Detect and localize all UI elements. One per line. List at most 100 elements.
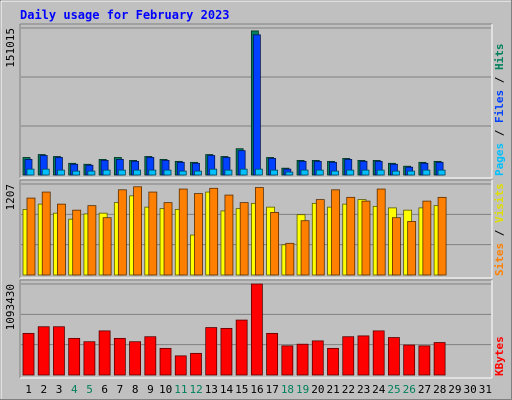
day-label-3: 3 [56, 383, 63, 396]
day-label-21: 21 [327, 383, 340, 396]
panel-kbytes-max-label: 1093430 [4, 284, 17, 330]
bar-kbytes-kbytes-day-25 [388, 337, 400, 376]
bar-visits-sites-day-23 [361, 200, 371, 276]
bar-kbytes-kbytes-day-10 [159, 347, 172, 376]
day-label-12: 12 [189, 383, 202, 396]
bar-kbytes-kbytes-day-20 [311, 340, 324, 376]
bar-kbytes-kbytes-day-23 [357, 335, 370, 376]
bar-kbytes-kbytes-day-9 [144, 336, 157, 376]
day-label-14: 14 [220, 383, 234, 396]
bar-visits-sites-day-13 [209, 187, 219, 276]
day-label-15: 15 [235, 383, 248, 396]
day-label-18: 18 [281, 383, 294, 396]
day-label-31: 31 [479, 383, 492, 396]
bar-kbytes-kbytes-day-12 [190, 352, 202, 376]
chart-panels: 151015 Pages / Files / Hits 1207 Sites / Vi… [4, 23, 506, 379]
bar-hits-pages-day-14 [224, 169, 233, 176]
bar-visits-sites-day-4 [72, 209, 82, 276]
day-label-23: 23 [357, 383, 370, 396]
bar-kbytes-kbytes-day-19 [296, 343, 309, 376]
bar-kbytes-kbytes-day-14 [220, 327, 233, 376]
bar-hits-pages-day-1 [26, 168, 35, 176]
day-label-30: 30 [464, 383, 477, 396]
bar-visits-sites-day-1 [26, 197, 36, 276]
panel-visits-max-label: 1207 [4, 184, 17, 211]
bar-hits-pages-day-15 [239, 168, 248, 176]
bar-kbytes-kbytes-day-3 [53, 326, 65, 376]
legend-entry: / [493, 123, 506, 143]
bar-kbytes-kbytes-day-16 [250, 283, 263, 376]
day-label-17: 17 [266, 383, 279, 396]
panel-hits-legend: Pages / Files / Hits [493, 44, 506, 177]
bar-visits-sites-day-25 [392, 217, 401, 276]
bar-kbytes-kbytes-day-27 [418, 345, 431, 376]
bar-visits-sites-day-20 [315, 199, 325, 276]
day-label-26: 26 [403, 383, 416, 396]
bar-hits-pages-day-18 [285, 171, 294, 176]
bar-hits-pages-day-19 [300, 169, 309, 176]
bar-visits-sites-day-15 [239, 202, 249, 276]
bar-visits-sites-day-16 [254, 187, 264, 276]
bar-hits-pages-day-27 [422, 169, 431, 176]
bar-hits-pages-day-6 [102, 169, 111, 176]
panel-kbytes: 1093430 KBytes [4, 279, 506, 379]
bar-visits-sites-day-7 [117, 189, 127, 276]
panel-hits-max-label: 151015 [4, 28, 17, 68]
day-label-4: 4 [71, 383, 78, 396]
bar-hits-pages-day-12 [194, 170, 202, 176]
bar-visits-sites-day-5 [87, 205, 97, 276]
bar-kbytes-kbytes-day-28 [433, 342, 446, 376]
day-label-22: 22 [342, 383, 355, 396]
day-label-27: 27 [418, 383, 431, 396]
panel-kbytes-legend: KBytes [493, 336, 506, 376]
legend-entry: / [493, 70, 506, 90]
bar-visits-sites-day-24 [376, 188, 386, 276]
bar-visits-sites-day-3 [57, 203, 66, 276]
bar-visits-sites-day-8 [133, 186, 142, 276]
bar-visits-sites-day-19 [300, 220, 310, 276]
day-label-19: 19 [296, 383, 309, 396]
day-label-7: 7 [117, 383, 124, 396]
bar-hits-pages-day-16 [254, 168, 263, 176]
bar-visits-sites-day-12 [194, 193, 203, 276]
chart-title: Daily usage for February 2023 [20, 8, 230, 22]
bar-visits-sites-day-17 [270, 212, 280, 276]
bar-hits-pages-day-21 [331, 170, 339, 176]
legend-entry: Sites [493, 243, 506, 276]
bar-hits-pages-day-4 [72, 170, 81, 176]
bar-hits-files-day-16 [252, 34, 261, 176]
bar-hits-pages-day-7 [117, 169, 126, 176]
bar-kbytes-kbytes-day-7 [113, 337, 126, 376]
panel-visits: 1207 Sites / Visits [4, 179, 506, 279]
bar-hits-pages-day-5 [87, 170, 96, 176]
bar-kbytes-kbytes-day-22 [342, 336, 355, 376]
bar-hits-pages-day-28 [437, 169, 446, 176]
bar-visits-sites-day-28 [437, 196, 447, 276]
day-label-9: 9 [147, 383, 154, 396]
legend-entry: Files [493, 90, 506, 123]
bar-kbytes-kbytes-day-15 [235, 319, 248, 376]
bar-hits-pages-day-24 [376, 169, 385, 176]
bar-kbytes-kbytes-day-17 [266, 332, 279, 376]
legend-entry: Pages [493, 143, 506, 176]
bar-kbytes-kbytes-day-21 [327, 347, 339, 376]
day-label-28: 28 [433, 383, 446, 396]
bar-visits-sites-day-18 [285, 242, 295, 276]
panel-visits-legend: Sites / Visits [493, 183, 506, 276]
bar-visits-sites-day-27 [422, 200, 432, 276]
bar-hits-pages-day-23 [361, 169, 370, 176]
bar-kbytes-kbytes-day-2 [37, 326, 50, 376]
bar-kbytes-kbytes-day-6 [98, 330, 111, 376]
day-label-1: 1 [25, 383, 32, 396]
day-label-16: 16 [250, 383, 263, 396]
bar-kbytes-kbytes-day-1 [22, 332, 35, 376]
day-label-13: 13 [205, 383, 218, 396]
bar-kbytes-kbytes-day-5 [83, 341, 96, 376]
bar-kbytes-kbytes-day-24 [372, 330, 385, 376]
panel-hits: 151015 Pages / Files / Hits [4, 23, 506, 179]
bar-visits-sites-day-11 [178, 188, 188, 276]
bar-visits-sites-day-2 [41, 191, 51, 276]
day-label-29: 29 [448, 383, 461, 396]
legend-entry: / [493, 223, 506, 243]
